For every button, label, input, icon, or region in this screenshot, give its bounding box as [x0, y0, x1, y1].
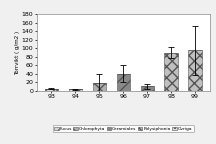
Bar [44, 89, 58, 91]
Y-axis label: Torrvikt ( g/m2 ): Torrvikt ( g/m2 ) [15, 31, 20, 75]
Bar [68, 89, 82, 91]
Bar [140, 87, 154, 91]
Bar [116, 74, 130, 91]
Bar [165, 53, 178, 91]
Bar [189, 50, 202, 91]
Bar [92, 83, 106, 91]
Legend: Fucus, Chlorophyta, Ceramiales, Polysiphonia, Ovriga: Fucus, Chlorophyta, Ceramiales, Polysiph… [52, 125, 194, 132]
